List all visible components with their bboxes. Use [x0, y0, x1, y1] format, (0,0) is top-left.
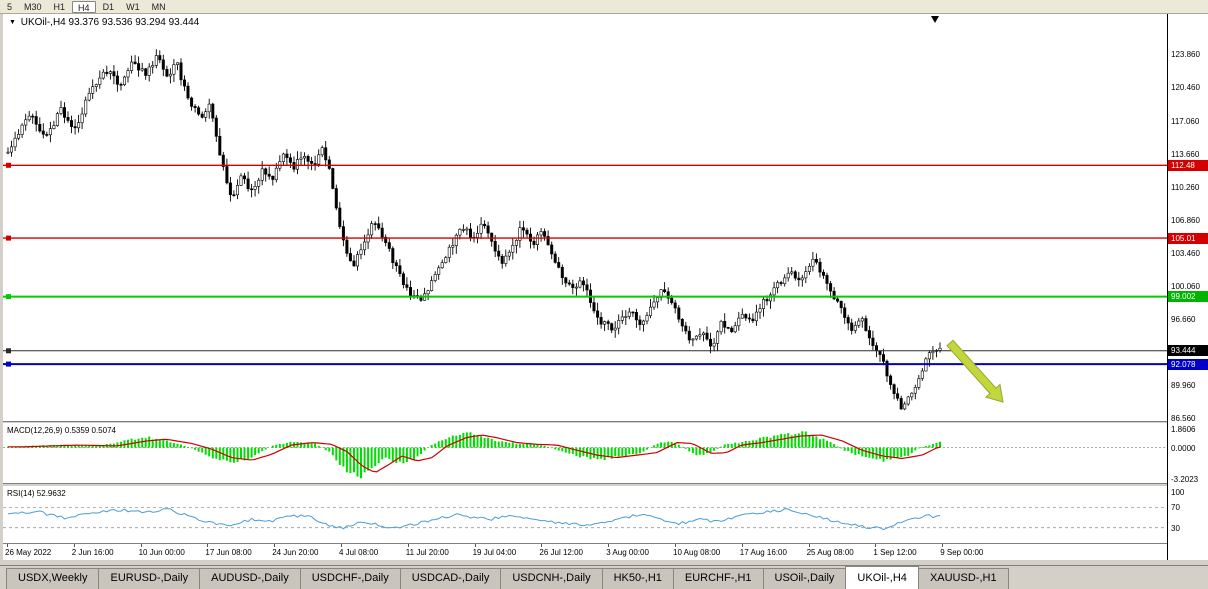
price-tick: 89.960: [1171, 381, 1196, 390]
chart-area[interactable]: ▼ UKOil-,H4 93.376 93.536 93.294 93.444 …: [3, 14, 1167, 560]
time-tick-label: 10 Jun 00:00: [138, 548, 185, 557]
time-tickmark: [741, 544, 743, 547]
chart-title-ohlc: 93.376 93.536 93.294 93.444: [68, 17, 200, 28]
time-tickmark: [140, 544, 142, 547]
timeframe-button-mn[interactable]: MN: [151, 1, 166, 12]
time-tickmark: [474, 544, 476, 547]
chart-title: ▼ UKOil-,H4 93.376 93.536 93.294 93.444: [9, 17, 199, 28]
symbol-tab-usoil-daily[interactable]: USOil-,Daily: [762, 568, 847, 589]
timeframe-button-h1[interactable]: H1: [53, 1, 66, 12]
time-tick-label: 25 Aug 08:00: [806, 548, 854, 557]
time-tick-label: 24 Jun 20:00: [272, 548, 319, 557]
time-tickmark: [808, 544, 810, 547]
time-tickmark: [274, 544, 276, 547]
rsi-label: RSI(14) 52.9632: [7, 489, 66, 498]
price-tick: 117.060: [1171, 117, 1200, 126]
macd-tick: 0.0000: [1171, 444, 1196, 453]
macd-panel[interactable]: MACD(12,26,9) 0.5359 0.5074: [3, 424, 1167, 483]
time-tick-label: 17 Jun 08:00: [205, 548, 252, 557]
timeframe-button-w1[interactable]: W1: [126, 1, 140, 12]
time-tick-label: 3 Aug 00:00: [606, 548, 649, 557]
macd-tick: 1.8606: [1171, 425, 1196, 434]
panel-divider[interactable]: [3, 421, 1167, 424]
time-tickmark: [207, 544, 209, 547]
rsi-tick: 30: [1171, 524, 1180, 533]
price-badge-bid-price-line: 93.444: [1168, 345, 1208, 356]
time-tickmark: [541, 544, 543, 547]
time-tick-label: 1 Sep 12:00: [873, 548, 917, 557]
time-tickmark: [675, 544, 676, 547]
price-badge-support-line-green: 99.002: [1168, 291, 1208, 302]
macd-values: 0.5359 0.5074: [64, 426, 116, 435]
rsi-value: 52.9632: [36, 489, 66, 498]
macd-label: MACD(12,26,9) 0.5359 0.5074: [7, 426, 116, 435]
price-tick: 103.460: [1171, 249, 1200, 258]
timeframe-button-m30[interactable]: M30: [24, 1, 42, 12]
time-tick-label: 26 Jul 12:00: [539, 548, 583, 557]
time-tick-label: 9 Sep 00:00: [940, 548, 984, 557]
candlestick-chart-canvas[interactable]: [3, 14, 1167, 421]
price-tick: 123.860: [1171, 50, 1200, 59]
price-tick: 113.660: [1171, 150, 1200, 159]
time-tick-label: 11 Jul 20:00: [405, 548, 449, 557]
timeframe-button-d1[interactable]: D1: [102, 1, 115, 12]
time-tick-label: 10 Aug 08:00: [673, 548, 721, 557]
price-tick: 120.460: [1171, 83, 1200, 92]
symbol-tab-usdcnh-daily[interactable]: USDCNH-,Daily: [500, 568, 603, 589]
price-badge-support-line-blue: 92.078: [1168, 359, 1208, 370]
timeframe-button-h4[interactable]: H4: [72, 0, 96, 13]
symbol-tab-audusd-daily[interactable]: AUDUSD-,Daily: [199, 568, 301, 589]
symbol-tab-ukoil-h4[interactable]: UKOil-,H4: [845, 566, 919, 589]
collapse-triangle-icon: ▼: [9, 19, 16, 26]
symbol-tab-eurchf-h1[interactable]: EURCHF-,H1: [672, 568, 764, 589]
timeframe-button-5[interactable]: 5: [7, 1, 13, 12]
price-tick: 96.660: [1171, 315, 1196, 324]
macd-svg[interactable]: [3, 424, 1167, 483]
price-axis[interactable]: 123.860 120.460 117.060 113.660 110.260 106.8…: [1167, 14, 1208, 560]
time-tick-label: 17 Aug 16:00: [739, 548, 787, 557]
time-tickmark: [875, 544, 877, 547]
rsi-canvas[interactable]: [3, 487, 1167, 543]
time-tick-label: 19 Jul 04:00: [472, 548, 517, 557]
symbol-tab-xauusd-h1[interactable]: XAUUSD-,H1: [917, 568, 1009, 589]
rsi-tick: 100: [1171, 488, 1185, 497]
chart-tabs-bar: USDX,Weekly EURUSD-,Daily AUDUSD-,Daily USD…: [0, 565, 1208, 589]
price-badge-resistance-line-1: 112.48: [1168, 160, 1208, 171]
time-tickmark: [942, 544, 944, 547]
price-badge-resistance-line-2: 105.01: [1168, 233, 1208, 244]
price-tick: 86.560: [1171, 414, 1196, 423]
macd-tick: -3.2023: [1171, 475, 1199, 484]
rsi-panel[interactable]: RSI(14) 52.9632: [3, 487, 1167, 543]
symbol-tab-hk50-h1[interactable]: HK50-,H1: [601, 568, 674, 589]
time-tick-label: 2 Jun 16:00: [71, 548, 114, 557]
symbol-tab-eurusd-daily[interactable]: EURUSD-,Daily: [98, 568, 201, 589]
time-tick-label: 4 Jul 08:00: [339, 548, 379, 557]
price-tick: 100.060: [1171, 282, 1200, 291]
time-tickmark: [407, 544, 409, 547]
symbol-tab-usdcad-daily[interactable]: USDCAD-,Daily: [399, 568, 502, 589]
main-chart-panel[interactable]: ▼ UKOil-,H4 93.376 93.536 93.294 93.444: [3, 14, 1167, 421]
rsi-svg[interactable]: [3, 487, 1167, 543]
macd-name: MACD(12,26,9): [7, 426, 63, 435]
rsi-tick: 70: [1171, 503, 1180, 512]
rsi-name: RSI(14): [7, 489, 35, 498]
macd-canvas[interactable]: [3, 424, 1167, 483]
symbol-tab-usdchf-daily[interactable]: USDCHF-,Daily: [299, 568, 401, 589]
candlestick-svg[interactable]: [3, 14, 1167, 421]
time-axis[interactable]: 26 May 2022 2 Jun 16:00 10 Jun 00:00 17 Jun…: [3, 543, 1167, 560]
time-tickmark: [73, 544, 75, 547]
symbol-tab-usdx-weekly[interactable]: USDX,Weekly: [6, 568, 100, 589]
panel-divider[interactable]: [3, 483, 1167, 487]
price-tick: 110.260: [1171, 183, 1200, 192]
timeframe-toolbar: 5 M30 H1 H4 D1 W1 MN: [0, 0, 1208, 14]
time-tick-label: 26 May 2022: [5, 548, 52, 557]
time-tickmark: [341, 544, 342, 547]
time-tickmark: [7, 544, 8, 547]
price-tick: 106.860: [1171, 216, 1200, 225]
chart-title-symbol: UKOil-,H4: [20, 17, 66, 28]
time-tickmark: [608, 544, 610, 547]
